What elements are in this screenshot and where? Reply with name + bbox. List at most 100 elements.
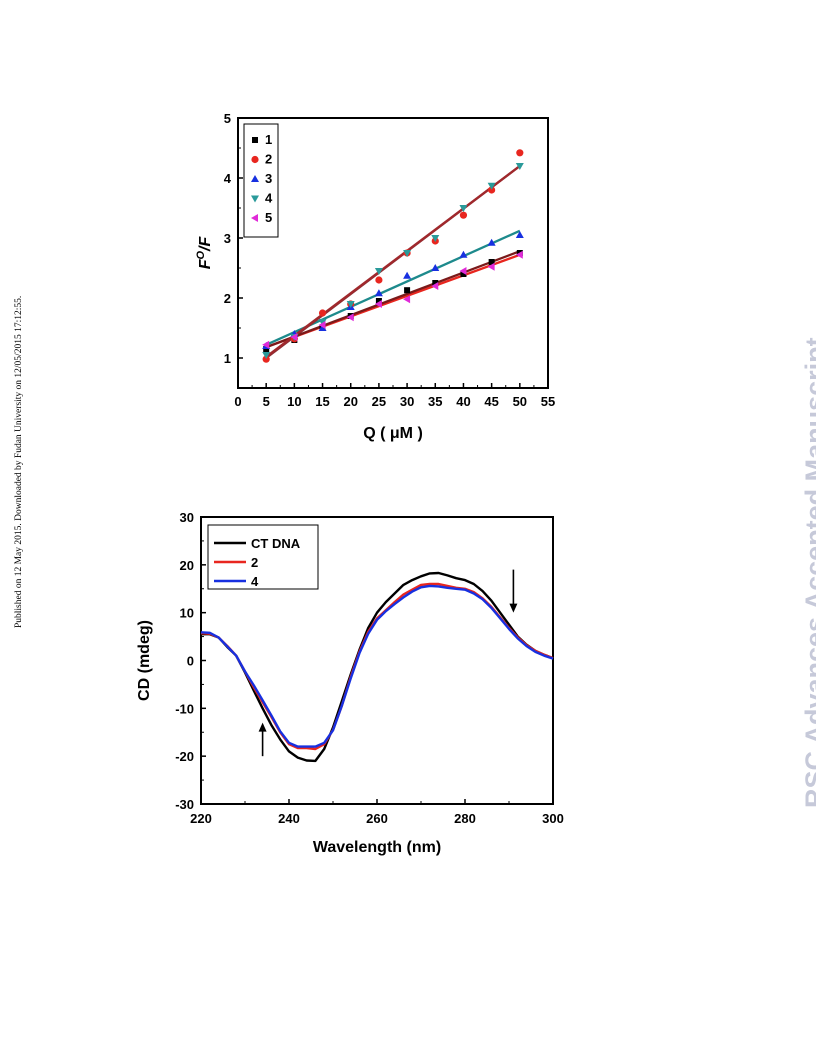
increase-arrow: [258, 722, 267, 757]
data-point: [262, 340, 270, 349]
x-axis-title: Wavelength (nm): [313, 839, 441, 856]
data-point: [459, 267, 467, 275]
data-point: [487, 262, 495, 271]
legend-label: 1: [265, 132, 272, 147]
legend-label: 5: [265, 210, 272, 225]
data-point: [290, 333, 298, 341]
legend-marker: [251, 155, 259, 164]
x-tick-label: 35: [428, 394, 442, 409]
legend-label: 3: [265, 171, 272, 186]
data-point: [262, 352, 271, 359]
data-point: [515, 250, 523, 259]
data-point: [459, 205, 468, 212]
data-point: [459, 250, 468, 258]
data-point: [375, 276, 383, 284]
x-tick-label: 20: [343, 394, 357, 409]
data-point: [374, 300, 382, 308]
y-tick-label: 10: [180, 606, 194, 621]
x-tick-label: 55: [541, 394, 555, 409]
y-axis: 1 2 3 4 5: [224, 111, 243, 389]
x-tick-label: 30: [400, 394, 414, 409]
x-tick-label: 45: [484, 394, 498, 409]
data-point: [318, 321, 326, 329]
x-tick-label: 10: [287, 394, 301, 409]
data-point: [262, 355, 270, 363]
data-point: [375, 298, 382, 304]
series-line-4: [200, 584, 554, 748]
legend-box: [207, 524, 319, 590]
legend-box: [243, 123, 279, 238]
y-axis-title: FO/F: [195, 235, 214, 269]
series-5-points: [262, 250, 523, 349]
data-point: [488, 186, 496, 194]
legend-label: 2: [265, 152, 272, 167]
data-point: [515, 163, 524, 170]
data-point: [318, 319, 327, 326]
legend: 1 2 3 4 5: [243, 123, 279, 238]
data-point: [459, 211, 468, 219]
data-point: [515, 231, 524, 238]
y-tick-label: -20: [175, 749, 194, 764]
legend-marker: [251, 214, 258, 222]
y-tick-label: 4: [224, 171, 232, 186]
data-point: [318, 324, 327, 331]
data-point: [318, 309, 327, 317]
legend-marker: [252, 137, 258, 143]
legend-label: 4: [265, 191, 273, 206]
y-tick-label: 1: [224, 351, 231, 366]
data-point: [403, 271, 412, 279]
y-axis: 30 20 10 0 -10 -20 -30: [175, 510, 206, 812]
x-tick-label: 50: [513, 394, 527, 409]
y-tick-label: 30: [180, 510, 194, 525]
fit-line-1: [265, 250, 521, 349]
x-tick-label: 15: [315, 394, 329, 409]
data-point: [431, 282, 439, 290]
x-tick-label: 0: [234, 394, 241, 409]
y-tick-label: 3: [224, 231, 231, 246]
data-point: [432, 280, 439, 286]
plot-frame: [237, 117, 549, 389]
data-point: [403, 250, 412, 257]
x-tick-label: 240: [278, 811, 300, 826]
data-point: [431, 235, 440, 242]
data-point: [346, 313, 354, 322]
x-tick-label: 220: [190, 811, 212, 826]
legend: CT DNA 2 4: [207, 524, 319, 590]
legend-label: CT DNA: [251, 536, 301, 551]
y-tick-label: -10: [175, 701, 194, 716]
series-line-ct-dna: [201, 571, 554, 763]
data-point: [403, 295, 411, 304]
fit-line-4: [265, 165, 521, 358]
series-4-points: [262, 163, 524, 359]
data-point: [346, 301, 355, 308]
y-tick-label: 20: [180, 558, 194, 573]
x-tick-label: 40: [456, 394, 470, 409]
x-tick-label: 5: [263, 394, 270, 409]
data-point: [487, 182, 496, 190]
data-point: [487, 238, 496, 246]
y-tick-label: 2: [224, 291, 231, 306]
x-tick-label: 300: [542, 811, 564, 826]
data-point: [374, 289, 383, 297]
series-line-2: [200, 582, 554, 751]
x-tick-label: 260: [366, 811, 388, 826]
legend-label: 4: [251, 574, 259, 589]
legend-marker: [251, 175, 259, 182]
x-tick-label: 25: [372, 394, 386, 409]
legend-marker: [251, 195, 259, 203]
y-axis-title: CD (mdeg): [136, 620, 153, 701]
data-point: [460, 271, 467, 277]
y-tick-label: 5: [224, 111, 231, 126]
data-point: [488, 259, 495, 265]
legend-label: 2: [251, 555, 258, 570]
decrease-arrow: [509, 569, 518, 613]
y-tick-label: -30: [175, 797, 194, 812]
data-point: [374, 268, 383, 275]
increase-arrow-head: [258, 722, 267, 732]
x-tick-label: 280: [454, 811, 476, 826]
x-axis: 0 5 10 15 20 25 30 35 40 45 50 55: [234, 383, 555, 409]
x-axis: 220 240 260 280 300: [190, 799, 564, 826]
y-tick-label: 0: [187, 654, 194, 669]
